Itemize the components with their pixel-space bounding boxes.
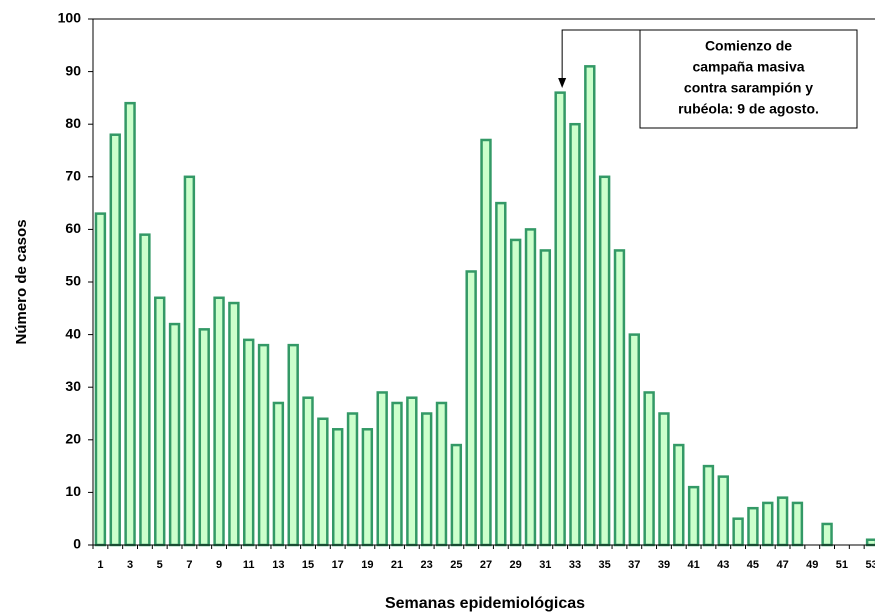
bar xyxy=(420,412,433,547)
x-tick-label: 1 xyxy=(97,559,103,571)
x-tick-label: 13 xyxy=(272,559,284,571)
y-tick-label: 70 xyxy=(65,168,81,184)
bar xyxy=(287,343,299,547)
bar xyxy=(109,133,121,547)
bar xyxy=(628,333,640,547)
bar xyxy=(687,485,700,547)
x-tick-label: 27 xyxy=(480,559,492,571)
bar xyxy=(391,401,403,547)
annotation-text: contra sarampión y xyxy=(684,80,813,96)
bar xyxy=(598,175,611,547)
x-tick-label: 49 xyxy=(806,559,818,571)
bar xyxy=(317,417,329,547)
x-tick-label: 3 xyxy=(127,559,133,571)
bar xyxy=(361,428,374,547)
bar xyxy=(509,238,522,547)
x-tick-label: 19 xyxy=(361,559,373,571)
bar xyxy=(213,296,225,547)
annotation-text: Comienzo de xyxy=(705,38,792,54)
bar xyxy=(791,501,804,547)
bar xyxy=(183,175,196,547)
bar xyxy=(776,496,789,547)
x-tick-label: 29 xyxy=(510,559,522,571)
bar xyxy=(554,91,566,547)
x-tick-label: 7 xyxy=(186,559,192,571)
bar xyxy=(821,522,833,547)
bar xyxy=(658,412,670,547)
x-tick-label: 31 xyxy=(539,559,551,571)
bar xyxy=(702,464,715,547)
bar xyxy=(198,328,210,547)
bar xyxy=(124,101,136,547)
x-tick-label: 33 xyxy=(569,559,581,571)
bar xyxy=(331,428,344,547)
arrow-head xyxy=(558,78,567,88)
y-axis-label: Número de casos xyxy=(13,219,30,344)
bar xyxy=(865,538,875,547)
bar xyxy=(346,412,359,547)
bar xyxy=(613,249,626,547)
x-tick-label: 43 xyxy=(717,559,729,571)
bar xyxy=(302,396,314,547)
x-tick-label: 17 xyxy=(332,559,344,571)
bar xyxy=(243,338,255,547)
x-tick-label: 15 xyxy=(302,559,314,571)
x-tick-label: 25 xyxy=(450,559,462,571)
y-tick-label: 40 xyxy=(65,325,81,341)
bar xyxy=(450,443,463,547)
y-tick-label: 60 xyxy=(65,220,81,236)
x-tick-label: 45 xyxy=(747,559,759,571)
bar xyxy=(406,396,418,547)
x-tick-label: 23 xyxy=(421,559,433,571)
bar xyxy=(732,517,744,547)
bar xyxy=(480,138,492,547)
bar xyxy=(154,296,166,547)
bar xyxy=(717,475,729,547)
y-tick-label: 30 xyxy=(65,378,81,394)
x-tick-label: 37 xyxy=(628,559,640,571)
x-tick-label: 51 xyxy=(836,559,848,571)
y-tick-label: 90 xyxy=(65,62,81,78)
bar xyxy=(673,443,685,547)
x-tick-label: 21 xyxy=(391,559,403,571)
y-tick-label: 100 xyxy=(58,10,82,26)
x-tick-label: 47 xyxy=(776,559,788,571)
bar xyxy=(495,201,507,547)
bar xyxy=(747,506,759,547)
bar xyxy=(643,391,655,547)
bar xyxy=(139,233,151,547)
bar xyxy=(168,322,181,547)
x-tick-label: 5 xyxy=(157,559,163,571)
y-tick-label: 10 xyxy=(65,483,81,499)
bar xyxy=(762,501,774,547)
x-tick-label: 11 xyxy=(243,559,255,571)
annotation-text: campaña masiva xyxy=(692,59,804,75)
bar xyxy=(539,249,552,547)
y-tick-label: 50 xyxy=(65,273,81,289)
bar xyxy=(584,65,596,547)
y-tick-label: 80 xyxy=(65,115,81,131)
x-tick-label: 39 xyxy=(658,559,670,571)
x-tick-label: 41 xyxy=(687,559,699,571)
x-tick-label: 53 xyxy=(865,559,875,571)
x-tick-label: 9 xyxy=(216,559,222,571)
x-tick-label: 35 xyxy=(599,559,611,571)
annotation-text: rubéola: 9 de agosto. xyxy=(678,101,819,117)
bar xyxy=(257,343,270,547)
x-axis-label: Semanas epidemiológicas xyxy=(385,595,585,612)
bar xyxy=(228,301,240,547)
y-tick-label: 20 xyxy=(65,431,81,447)
bar xyxy=(435,401,448,547)
bar xyxy=(94,212,107,547)
bar xyxy=(569,122,581,547)
bar xyxy=(376,391,388,547)
bar xyxy=(272,401,285,547)
bar xyxy=(465,270,477,547)
y-tick-label: 0 xyxy=(73,536,81,552)
annotation-arrow xyxy=(561,29,640,80)
bar xyxy=(524,228,537,547)
annotation-box xyxy=(639,29,858,129)
